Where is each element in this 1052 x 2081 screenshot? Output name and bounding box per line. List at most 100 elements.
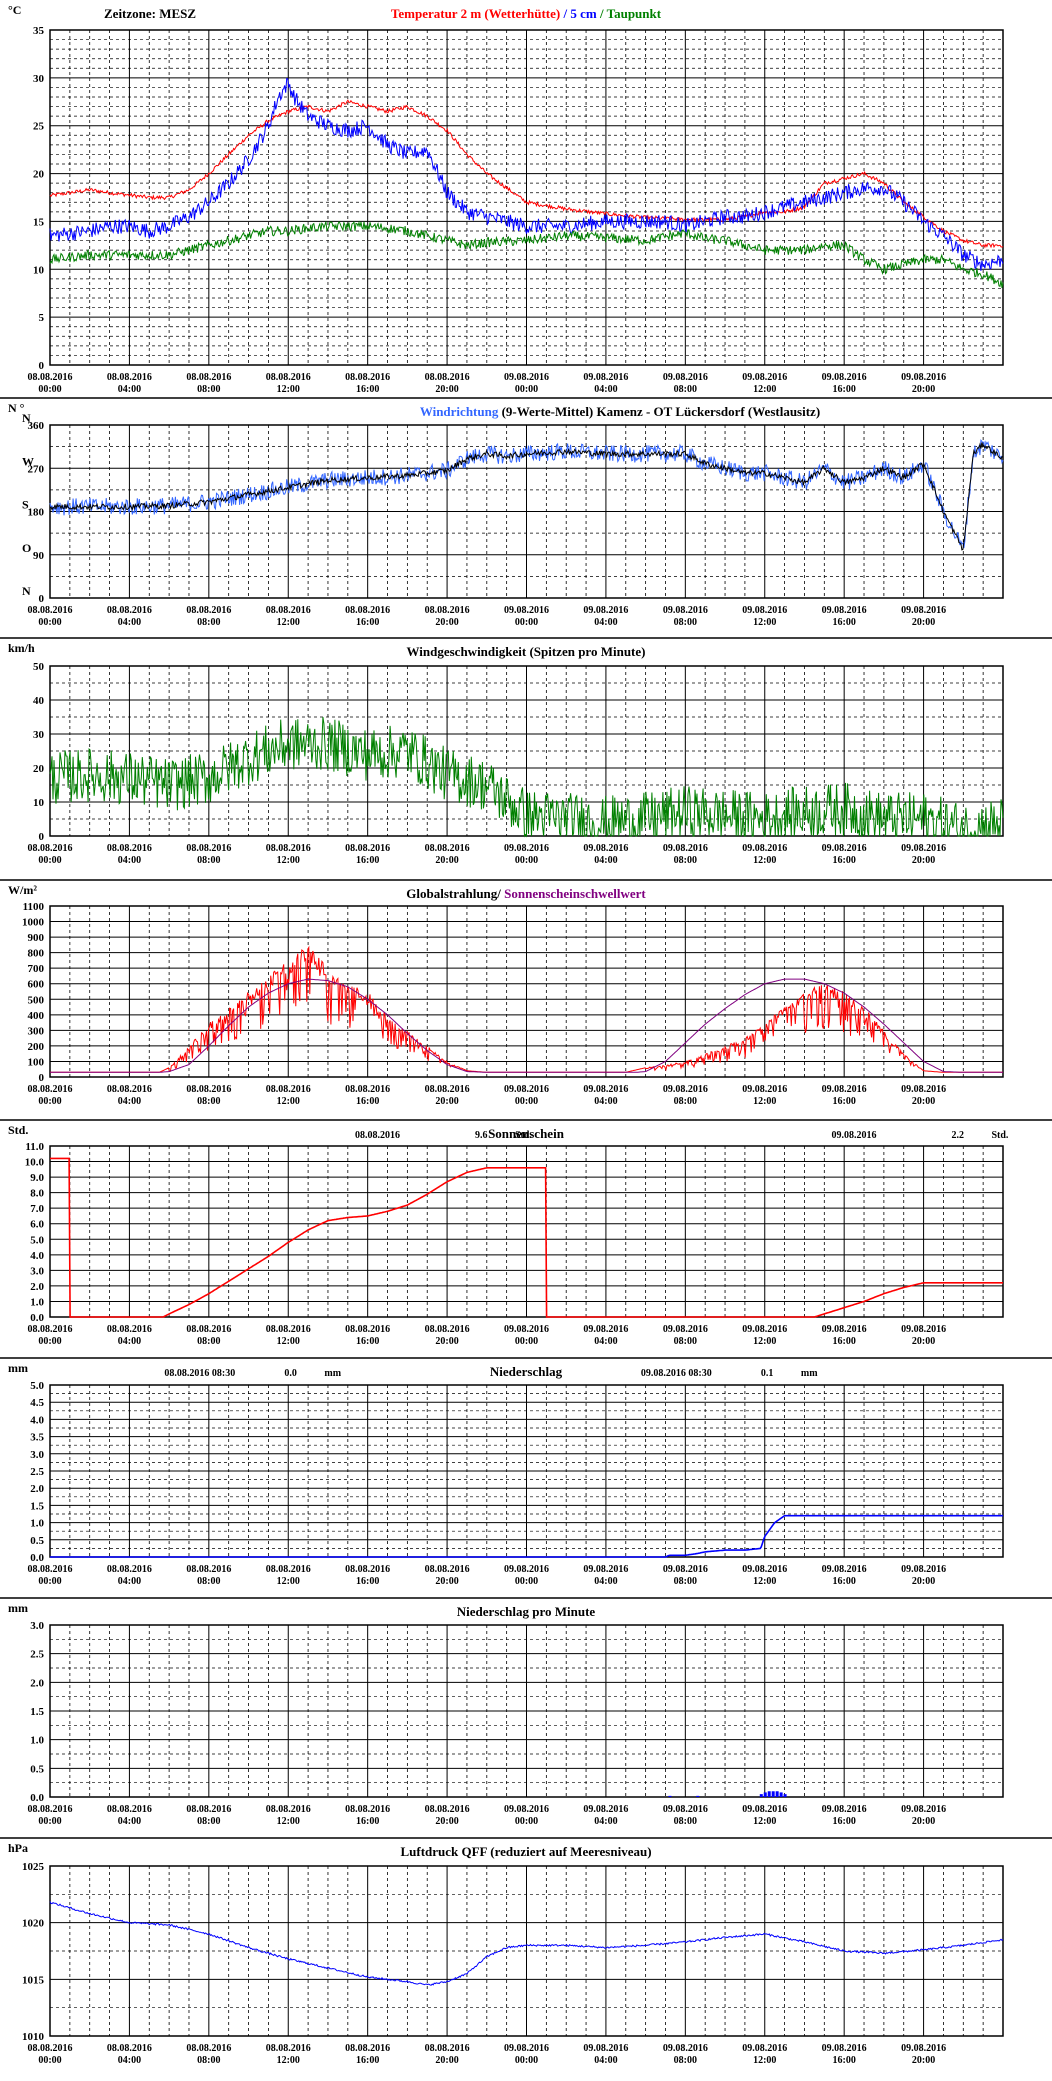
- x-tick-date: 09.08.2016: [583, 1804, 628, 1815]
- x-tick-date: 08.08.2016: [28, 1804, 73, 1815]
- x-tick-time: 20:00: [912, 617, 935, 628]
- x-tick-time: 20:00: [435, 1096, 458, 1107]
- x-tick-time: 20:00: [435, 384, 458, 395]
- y-tick-label: 2.0: [30, 1677, 44, 1689]
- title-part: /: [560, 6, 570, 21]
- x-tick-time: 16:00: [832, 384, 855, 395]
- annotation-date: 08.08.2016 08:30: [164, 1368, 235, 1379]
- x-tick-date: 08.08.2016: [186, 372, 231, 383]
- y-tick-label: 11.0: [25, 1141, 44, 1153]
- chart-title: Sonnenschein: [488, 1126, 565, 1141]
- x-tick-date: 09.08.2016: [663, 1564, 708, 1575]
- x-tick-date: 09.08.2016: [901, 843, 946, 854]
- x-tick-date: 08.08.2016: [107, 1564, 152, 1575]
- chart-precip: 0.00.51.01.52.02.53.03.54.04.55.0mm Niede…: [0, 1357, 1052, 1587]
- x-tick-date: 09.08.2016: [901, 1804, 946, 1815]
- precip-bar: [783, 1794, 787, 1797]
- x-tick-time: 12:00: [277, 1576, 300, 1587]
- x-tick-time: 12:00: [277, 1336, 300, 1347]
- unit-label: W/m²: [8, 883, 37, 897]
- y-tick-label: 1100: [23, 901, 45, 913]
- x-tick-time: 08:00: [674, 1096, 697, 1107]
- y-tick-label: 0: [39, 593, 45, 605]
- y-tick-label: 1.0: [30, 1518, 44, 1530]
- title-part: Windgeschwindigkeit (Spitzen pro Minute): [407, 644, 646, 659]
- x-tick-time: 04:00: [594, 1096, 617, 1107]
- x-tick-time: 08:00: [197, 1576, 220, 1587]
- x-tick-time: 16:00: [356, 1816, 379, 1827]
- x-tick-time: 04:00: [118, 1576, 141, 1587]
- x-tick-date: 08.08.2016: [425, 2043, 470, 2054]
- x-tick-date: 09.08.2016: [901, 2043, 946, 2054]
- x-tick-date: 08.08.2016: [425, 372, 470, 383]
- y-tick-label: 0: [39, 831, 45, 843]
- x-tick-time: 00:00: [515, 855, 538, 866]
- x-tick-time: 16:00: [356, 855, 379, 866]
- y-tick-label: 1.5: [30, 1500, 44, 1512]
- series-line: [49, 220, 1004, 288]
- x-tick-date: 09.08.2016: [504, 843, 549, 854]
- x-tick-time: 12:00: [753, 1816, 776, 1827]
- y-tick-label: 2.5: [30, 1466, 44, 1478]
- x-tick-time: 20:00: [435, 617, 458, 628]
- y-tick-label: 40: [33, 695, 45, 707]
- x-tick-time: 08:00: [197, 1816, 220, 1827]
- x-tick-time: 00:00: [515, 1816, 538, 1827]
- x-tick-date: 08.08.2016: [345, 2043, 390, 2054]
- y-tick-label: 20: [33, 169, 45, 181]
- x-tick-time: 08:00: [674, 617, 697, 628]
- annotation-unit: Std.: [991, 1130, 1008, 1141]
- y-tick-label: 8.0: [30, 1188, 44, 1200]
- x-tick-date: 08.08.2016: [186, 1564, 231, 1575]
- x-tick-time: 12:00: [753, 1576, 776, 1587]
- compass-label: W: [22, 454, 34, 468]
- annotation-date: 09.08.2016: [831, 1130, 876, 1141]
- x-tick-time: 20:00: [912, 2055, 935, 2066]
- x-tick-date: 08.08.2016: [345, 605, 390, 616]
- x-tick-time: 12:00: [277, 617, 300, 628]
- x-tick-time: 16:00: [356, 617, 379, 628]
- x-tick-date: 08.08.2016: [345, 1804, 390, 1815]
- unit-label: mm: [8, 1601, 28, 1615]
- x-tick-time: 04:00: [118, 1816, 141, 1827]
- x-tick-time: 20:00: [912, 384, 935, 395]
- x-tick-time: 04:00: [594, 855, 617, 866]
- y-tick-label: 300: [28, 1025, 45, 1037]
- series-line: [49, 442, 1004, 551]
- x-tick-time: 12:00: [277, 855, 300, 866]
- x-tick-date: 08.08.2016: [186, 2043, 231, 2054]
- chart-title: Luftdruck QFF (reduziert auf Meeresnivea…: [400, 1844, 651, 1859]
- y-tick-label: 1010: [22, 2031, 45, 2043]
- x-tick-date: 09.08.2016: [583, 843, 628, 854]
- y-tick-label: 200: [28, 1041, 45, 1053]
- x-tick-time: 16:00: [356, 384, 379, 395]
- x-tick-time: 20:00: [912, 855, 935, 866]
- x-tick-date: 09.08.2016: [742, 372, 787, 383]
- precip-bar: [759, 1794, 763, 1797]
- x-tick-time: 00:00: [38, 1096, 61, 1107]
- x-tick-date: 08.08.2016: [425, 605, 470, 616]
- x-tick-date: 09.08.2016: [583, 372, 628, 383]
- y-tick-label: 5.0: [30, 1234, 44, 1246]
- annotation-date: 08.08.2016: [355, 1130, 400, 1141]
- chart-windspeed: 0 10 20 30 40 50 km/h Windgeschwindigkeit (Spit…: [0, 637, 1052, 866]
- y-tick-label: 0: [39, 1072, 45, 1084]
- x-tick-date: 08.08.2016: [345, 1564, 390, 1575]
- y-tick-label: 1015: [22, 1974, 45, 1986]
- x-tick-date: 08.08.2016: [28, 1564, 73, 1575]
- x-tick-date: 09.08.2016: [822, 1564, 867, 1575]
- compass-label: S: [22, 498, 29, 512]
- plot-frame: [49, 424, 1004, 599]
- x-tick-time: 00:00: [38, 1576, 61, 1587]
- x-tick-date: 08.08.2016: [28, 372, 73, 383]
- title-part: Sonnenscheinschwellwert: [504, 886, 646, 901]
- x-tick-date: 08.08.2016: [266, 605, 311, 616]
- x-tick-date: 08.08.2016: [266, 843, 311, 854]
- x-tick-date: 09.08.2016: [822, 843, 867, 854]
- y-tick-label: 400: [28, 1010, 45, 1022]
- compass-label: O: [22, 541, 31, 555]
- title-part: Kamenz - OT Lückersdorf (Westlausitz): [593, 404, 820, 419]
- chart-sunshine: 0.0 1.0 2.0 3.0 4.0 5.0 6.0 7.0 8.0 9.0 10.0 11.0 St…: [0, 1119, 1052, 1347]
- x-tick-time: 08:00: [674, 2055, 697, 2066]
- chart-radiation: 0 100 200 300 400 500 600 700 800 900 1000 1100 W/m²…: [0, 879, 1052, 1107]
